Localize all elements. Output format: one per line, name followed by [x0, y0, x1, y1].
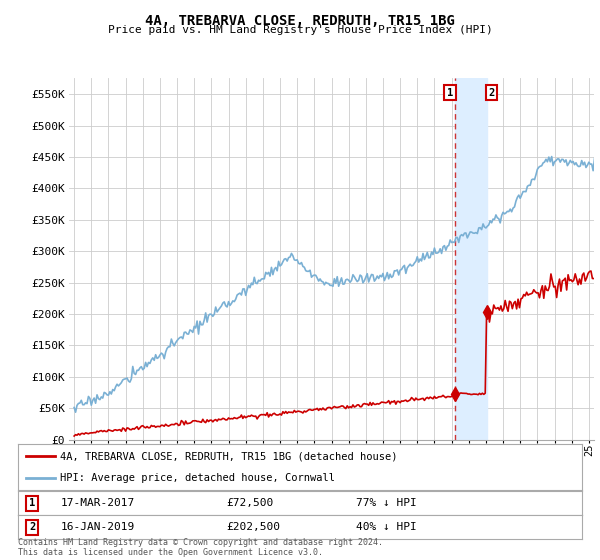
Text: 4A, TREBARVA CLOSE, REDRUTH, TR15 1BG (detached house): 4A, TREBARVA CLOSE, REDRUTH, TR15 1BG (d…: [60, 451, 398, 461]
Text: £202,500: £202,500: [227, 522, 281, 532]
Text: 40% ↓ HPI: 40% ↓ HPI: [356, 522, 417, 532]
Text: 17-MAR-2017: 17-MAR-2017: [60, 498, 134, 508]
Text: Price paid vs. HM Land Registry's House Price Index (HPI): Price paid vs. HM Land Registry's House …: [107, 25, 493, 35]
Text: 1: 1: [447, 88, 453, 98]
Text: 16-JAN-2019: 16-JAN-2019: [60, 522, 134, 532]
Text: HPI: Average price, detached house, Cornwall: HPI: Average price, detached house, Corn…: [60, 473, 335, 483]
Text: 4A, TREBARVA CLOSE, REDRUTH, TR15 1BG: 4A, TREBARVA CLOSE, REDRUTH, TR15 1BG: [145, 14, 455, 28]
Text: 2: 2: [488, 88, 495, 98]
Text: £72,500: £72,500: [227, 498, 274, 508]
Text: 1: 1: [29, 498, 35, 508]
Text: 2: 2: [29, 522, 35, 532]
Text: Contains HM Land Registry data © Crown copyright and database right 2024.
This d: Contains HM Land Registry data © Crown c…: [18, 538, 383, 557]
Bar: [455, 78, 487, 440]
Text: 77% ↓ HPI: 77% ↓ HPI: [356, 498, 417, 508]
